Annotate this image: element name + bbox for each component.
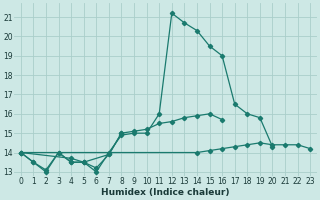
X-axis label: Humidex (Indice chaleur): Humidex (Indice chaleur) bbox=[101, 188, 230, 197]
